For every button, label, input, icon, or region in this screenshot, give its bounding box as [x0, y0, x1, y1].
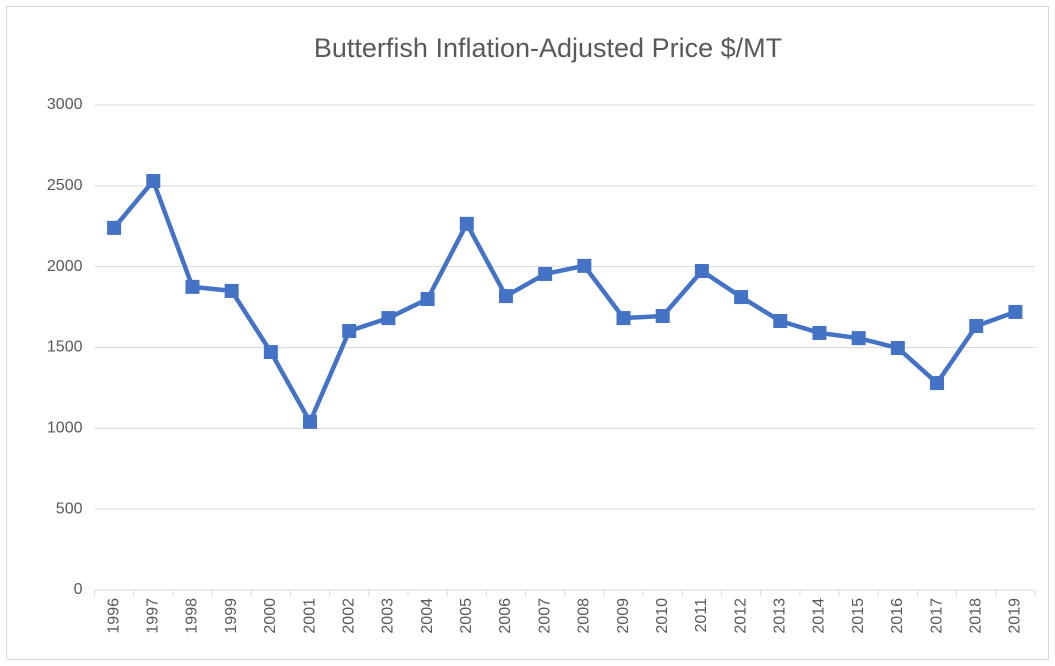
marker [459, 216, 474, 231]
y-tick-label: 500 [56, 500, 83, 517]
x-tick-label: 2002 [340, 598, 357, 634]
x-tick-label: 2009 [615, 598, 632, 634]
x-tick-label: 1998 [184, 598, 201, 634]
marker [812, 325, 827, 340]
x-tick-label: 2008 [576, 598, 593, 634]
x-tick-label: 2006 [497, 598, 514, 634]
marker [224, 283, 239, 298]
marker [930, 376, 945, 391]
x-tick-label: 2011 [693, 598, 710, 633]
marker [381, 311, 396, 326]
marker [616, 311, 631, 326]
marker [185, 279, 200, 294]
marker [1008, 304, 1023, 319]
marker [773, 313, 788, 328]
x-tick-label: 2005 [458, 598, 475, 634]
marker [420, 292, 435, 306]
x-tick-label: 2000 [262, 598, 279, 634]
marker [694, 264, 709, 279]
x-tick-label: 2001 [301, 598, 318, 634]
marker [107, 220, 122, 235]
marker [498, 289, 513, 304]
x-tick-label: 1996 [105, 598, 122, 634]
y-tick-label: 1500 [47, 339, 83, 356]
marker [734, 290, 749, 305]
x-tick-label: 2015 [850, 598, 867, 634]
x-tick-label: 1999 [223, 598, 240, 634]
y-tick-label: 1000 [47, 420, 83, 437]
chart-title: Butterfish Inflation-Adjusted Price $/MT [314, 33, 782, 63]
chart-border [6, 6, 1049, 660]
marker [851, 331, 866, 346]
marker [146, 173, 161, 188]
marker [342, 324, 357, 339]
x-tick-label: 2010 [654, 598, 671, 634]
marker [655, 308, 670, 323]
x-tick-label: 2018 [967, 598, 984, 634]
marker [577, 258, 592, 273]
y-tick-label: 2000 [47, 258, 83, 275]
x-tick-label: 2003 [380, 598, 397, 634]
x-tick-label: 2013 [772, 598, 789, 634]
x-tick-label: 2012 [732, 598, 749, 634]
marker [538, 266, 553, 281]
x-tick-label: 2007 [536, 598, 553, 634]
x-tick-label: 2019 [1007, 598, 1024, 634]
y-tick-label: 0 [74, 581, 83, 598]
x-tick-label: 2017 [928, 598, 945, 634]
x-tick-label: 1997 [145, 598, 162, 634]
x-tick-label: 2016 [889, 598, 906, 634]
marker [263, 345, 278, 360]
marker [890, 340, 905, 355]
marker [969, 318, 984, 333]
x-tick-label: 2004 [419, 598, 436, 634]
marker [303, 414, 318, 429]
y-tick-label: 2500 [47, 177, 83, 194]
x-tick-label: 2014 [811, 598, 828, 634]
y-tick-label: 3000 [47, 96, 83, 113]
